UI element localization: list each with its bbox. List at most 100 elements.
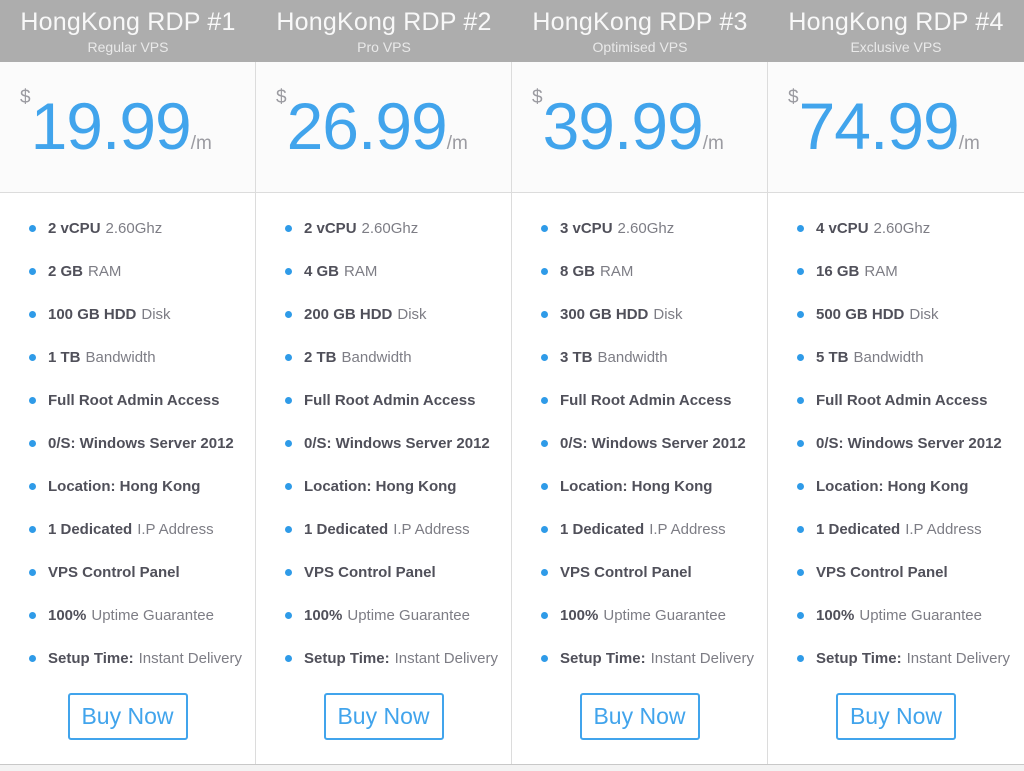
feature-item: Full Root Admin Access xyxy=(256,379,511,422)
feature-item: Setup Time: Instant Delivery xyxy=(512,637,767,680)
price-amount: 26.99 xyxy=(286,89,448,163)
feature-bold-text: VPS Control Panel xyxy=(304,564,436,581)
bullet-icon xyxy=(285,569,292,576)
feature-bold-text: 100% xyxy=(304,607,343,624)
feature-normal-text: 2.60Ghz xyxy=(361,220,419,237)
feature-bold-text: 3 TB xyxy=(560,349,593,366)
feature-bold-text: Location: Hong Kong xyxy=(560,478,713,495)
bullet-icon xyxy=(797,569,804,576)
bullet-icon xyxy=(541,655,548,662)
feature-item: Location: Hong Kong xyxy=(0,465,255,508)
price-period: /m xyxy=(958,133,980,154)
feature-bold-text: 1 Dedicated xyxy=(560,521,645,538)
bullet-icon xyxy=(797,483,804,490)
buy-button-area: Buy Now xyxy=(0,693,255,740)
feature-item: 2 vCPU 2.60Ghz xyxy=(256,207,511,250)
feature-bold-text: Location: Hong Kong xyxy=(48,478,201,495)
bullet-icon xyxy=(541,311,548,318)
bullet-icon xyxy=(29,397,36,404)
plan-header: HongKong RDP #3 Optimised VPS xyxy=(512,0,768,62)
plan-body: $19.99/m 2 vCPU 2.60Ghz 2 GB RAM 100 GB HDD D… xyxy=(0,62,256,764)
feature-normal-text: Disk xyxy=(397,306,427,323)
price-amount: 74.99 xyxy=(798,89,960,163)
bullet-icon xyxy=(29,655,36,662)
bullet-icon xyxy=(29,440,36,447)
feature-bold-text: 1 Dedicated xyxy=(816,521,901,538)
plan-body: $74.99/m 4 vCPU 2.60Ghz 16 GB RAM 500 GB HDD… xyxy=(768,62,1024,764)
bullet-icon xyxy=(797,354,804,361)
feature-normal-text: Uptime Guarantee xyxy=(603,607,726,624)
feature-normal-text: Uptime Guarantee xyxy=(859,607,982,624)
buy-button-area: Buy Now xyxy=(768,693,1024,740)
feature-bold-text: Location: Hong Kong xyxy=(816,478,969,495)
currency-symbol: $ xyxy=(276,87,287,108)
bullet-icon xyxy=(797,655,804,662)
bullet-icon xyxy=(285,526,292,533)
feature-item: 16 GB RAM xyxy=(768,250,1024,293)
feature-bold-text: 5 TB xyxy=(816,349,849,366)
feature-item: VPS Control Panel xyxy=(768,551,1024,594)
feature-item: 0/S: Windows Server 2012 xyxy=(768,422,1024,465)
feature-item: Full Root Admin Access xyxy=(768,379,1024,422)
feature-normal-text: Disk xyxy=(141,306,171,323)
feature-item: 1 Dedicated I.P Address xyxy=(512,508,767,551)
buy-now-button[interactable]: Buy Now xyxy=(579,693,700,740)
feature-item: 100 GB HDD Disk xyxy=(0,293,255,336)
feature-normal-text: RAM xyxy=(344,263,378,280)
bullet-icon xyxy=(29,483,36,490)
feature-bold-text: 1 TB xyxy=(48,349,81,366)
bullet-icon xyxy=(797,526,804,533)
feature-bold-text: 300 GB HDD xyxy=(560,306,649,323)
feature-bold-text: 2 GB xyxy=(48,263,84,280)
bullet-icon xyxy=(541,569,548,576)
bullet-icon xyxy=(29,225,36,232)
feature-bold-text: 500 GB HDD xyxy=(816,306,905,323)
price-amount: 19.99 xyxy=(30,89,192,163)
plan-subtitle: Optimised VPS xyxy=(592,39,688,55)
feature-bold-text: 100 GB HDD xyxy=(48,306,137,323)
feature-bold-text: 100% xyxy=(560,607,599,624)
feature-item: Full Root Admin Access xyxy=(0,379,255,422)
feature-item: 300 GB HDD Disk xyxy=(512,293,767,336)
feature-bold-text: 16 GB xyxy=(816,263,860,280)
feature-item: Setup Time: Instant Delivery xyxy=(256,637,511,680)
feature-list: 2 vCPU 2.60Ghz 2 GB RAM 100 GB HDD Disk 1 TB Ba… xyxy=(0,193,255,680)
plan-header: HongKong RDP #2 Pro VPS xyxy=(256,0,512,62)
feature-normal-text: Bandwidth xyxy=(85,349,156,366)
feature-normal-text: Instant Delivery xyxy=(138,650,242,667)
plan-price: $19.99/m xyxy=(0,62,255,193)
feature-bold-text: Full Root Admin Access xyxy=(48,392,220,409)
feature-normal-text: RAM xyxy=(600,263,634,280)
feature-bold-text: 0/S: Windows Server 2012 xyxy=(816,435,1002,452)
plan-subtitle: Pro VPS xyxy=(357,39,411,55)
bullet-icon xyxy=(541,268,548,275)
bullet-icon xyxy=(29,569,36,576)
buy-now-button[interactable]: Buy Now xyxy=(67,693,188,740)
feature-bold-text: Full Root Admin Access xyxy=(560,392,732,409)
feature-item: 5 TB Bandwidth xyxy=(768,336,1024,379)
plan-column-4: HongKong RDP #4 Exclusive VPS $74.99/m 4… xyxy=(768,0,1024,764)
bullet-icon xyxy=(797,612,804,619)
feature-item: 100% Uptime Guarantee xyxy=(512,594,767,637)
plan-body: $26.99/m 2 vCPU 2.60Ghz 4 GB RAM 200 GB HDD D… xyxy=(256,62,512,764)
price-period: /m xyxy=(190,133,212,154)
buy-now-button[interactable]: Buy Now xyxy=(323,693,444,740)
feature-bold-text: 8 GB xyxy=(560,263,596,280)
buy-button-area: Buy Now xyxy=(256,693,511,740)
feature-normal-text: 2.60Ghz xyxy=(617,220,675,237)
plan-title: HongKong RDP #3 xyxy=(532,8,748,36)
plan-title: HongKong RDP #4 xyxy=(788,8,1004,36)
feature-bold-text: Setup Time: xyxy=(560,650,646,667)
feature-item: 8 GB RAM xyxy=(512,250,767,293)
price-period: /m xyxy=(702,133,724,154)
feature-bold-text: Setup Time: xyxy=(48,650,134,667)
buy-now-button[interactable]: Buy Now xyxy=(836,693,956,740)
feature-item: 0/S: Windows Server 2012 xyxy=(512,422,767,465)
bullet-icon xyxy=(285,655,292,662)
bullet-icon xyxy=(285,311,292,318)
bullet-icon xyxy=(29,311,36,318)
feature-bold-text: 0/S: Windows Server 2012 xyxy=(560,435,746,452)
bullet-icon xyxy=(285,268,292,275)
feature-item: 200 GB HDD Disk xyxy=(256,293,511,336)
